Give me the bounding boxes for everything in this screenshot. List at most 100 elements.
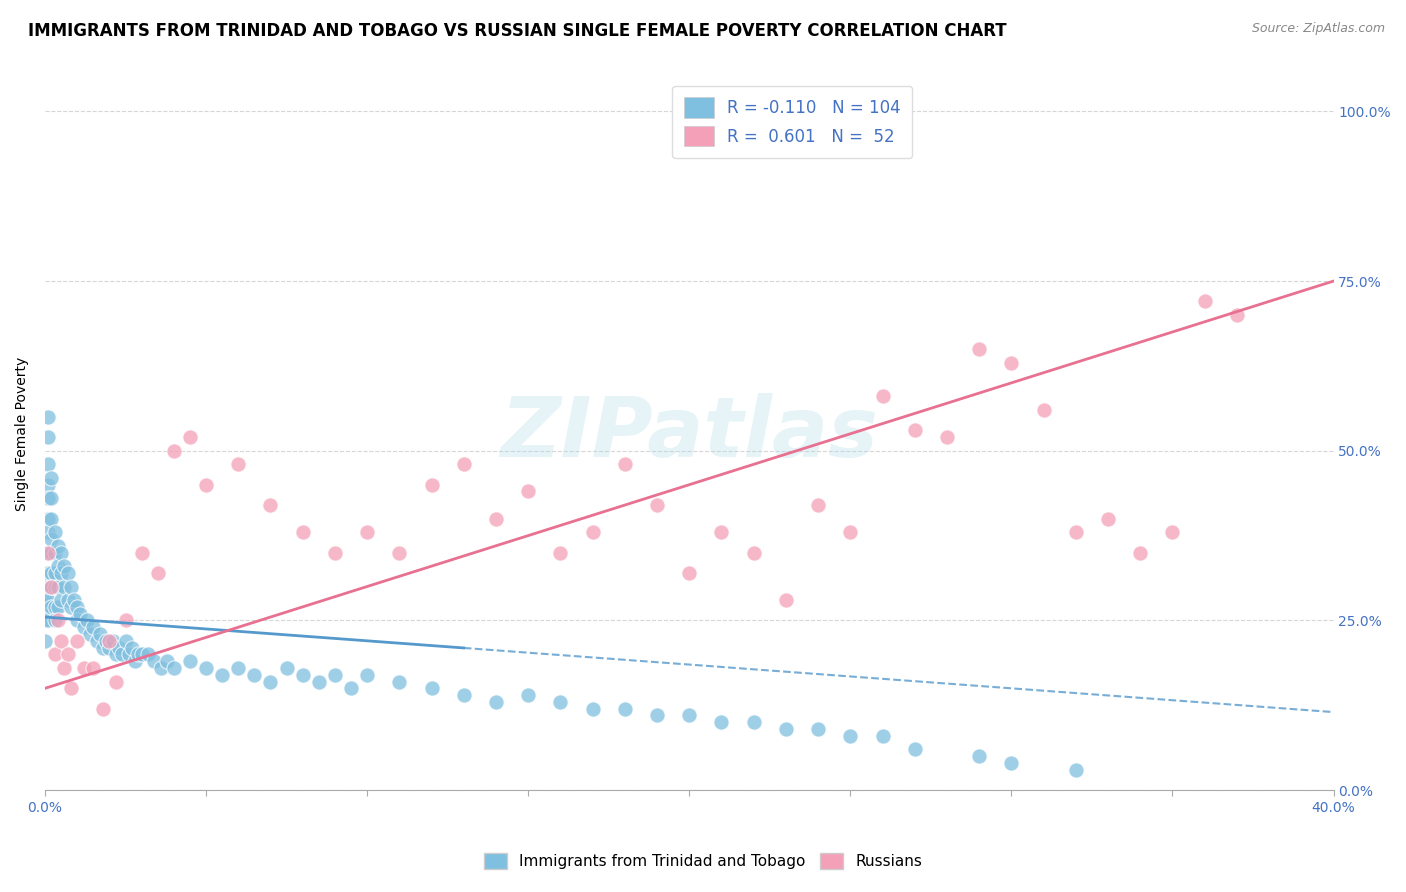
Point (146, 566, 169, 580)
Point (49, 633, 72, 648)
Point (114, 633, 136, 648)
Point (1032, 403, 1054, 417)
Point (63, 593, 86, 607)
Point (37, 580, 59, 594)
Point (37, 593, 59, 607)
Point (53, 661, 76, 675)
Point (807, 498, 830, 512)
Text: ZIPatlas: ZIPatlas (501, 393, 879, 475)
Point (967, 749, 990, 764)
Point (1129, 545, 1152, 559)
Point (41, 566, 63, 580)
Point (259, 498, 281, 512)
Point (76, 614, 98, 628)
Text: Source: ZipAtlas.com: Source: ZipAtlas.com (1251, 22, 1385, 36)
Point (34, 633, 56, 648)
Point (259, 674, 281, 689)
Text: IMMIGRANTS FROM TRINIDAD AND TOBAGO VS RUSSIAN SINGLE FEMALE POVERTY CORRELATION: IMMIGRANTS FROM TRINIDAD AND TOBAGO VS R… (28, 22, 1007, 40)
Point (118, 648, 141, 662)
Point (101, 633, 124, 648)
Point (323, 545, 346, 559)
Point (149, 661, 172, 675)
Point (98, 633, 121, 648)
Point (710, 715, 733, 730)
Y-axis label: Single Female Poverty: Single Female Poverty (15, 357, 30, 511)
Point (356, 525, 378, 540)
Point (72, 661, 94, 675)
Point (34, 580, 56, 594)
Point (44, 648, 66, 662)
Point (156, 654, 179, 668)
Point (581, 701, 603, 715)
Point (41, 491, 63, 506)
Point (49, 593, 72, 607)
Point (82, 620, 104, 634)
Point (41, 599, 63, 614)
Point (44, 580, 66, 594)
Point (111, 648, 134, 662)
Point (1064, 763, 1087, 777)
Point (613, 458, 636, 472)
Point (195, 477, 218, 491)
Point (72, 620, 94, 634)
Point (124, 654, 146, 668)
Point (179, 430, 201, 444)
Point (839, 729, 862, 743)
Point (66, 599, 89, 614)
Point (44, 614, 66, 628)
Point (581, 525, 603, 540)
Point (59, 599, 82, 614)
Point (114, 614, 136, 628)
Point (37, 545, 59, 559)
Point (775, 593, 797, 607)
Point (226, 661, 249, 675)
Point (49, 566, 72, 580)
Point (872, 729, 894, 743)
Point (839, 525, 862, 540)
Point (96, 633, 118, 648)
Point (807, 722, 830, 736)
Point (136, 648, 159, 662)
Point (388, 674, 411, 689)
Point (104, 674, 127, 689)
Point (37, 566, 59, 580)
Point (98, 640, 121, 655)
Point (41, 545, 63, 559)
Point (59, 580, 82, 594)
Point (276, 661, 298, 675)
Point (44, 566, 66, 580)
Point (645, 708, 668, 723)
Point (44, 545, 66, 559)
Point (678, 566, 700, 580)
Point (46, 580, 69, 594)
Point (66, 633, 89, 648)
Point (143, 654, 166, 668)
Point (37, 477, 59, 491)
Point (388, 545, 411, 559)
Point (775, 722, 797, 736)
Point (517, 688, 540, 702)
Point (37, 491, 59, 506)
Point (79, 627, 101, 641)
Point (66, 614, 89, 628)
Point (56, 648, 79, 662)
Point (1161, 525, 1184, 540)
Point (69, 607, 91, 621)
Point (613, 701, 636, 715)
Point (37, 545, 59, 559)
Point (485, 511, 508, 525)
Point (1000, 756, 1022, 770)
Point (179, 654, 201, 668)
Point (53, 559, 76, 574)
Point (453, 688, 475, 702)
Point (34, 614, 56, 628)
Point (550, 545, 572, 559)
Point (44, 525, 66, 540)
Point (936, 430, 959, 444)
Point (34, 599, 56, 614)
Point (56, 593, 79, 607)
Point (41, 471, 63, 485)
Point (678, 708, 700, 723)
Point (1064, 525, 1087, 540)
Point (356, 667, 378, 681)
